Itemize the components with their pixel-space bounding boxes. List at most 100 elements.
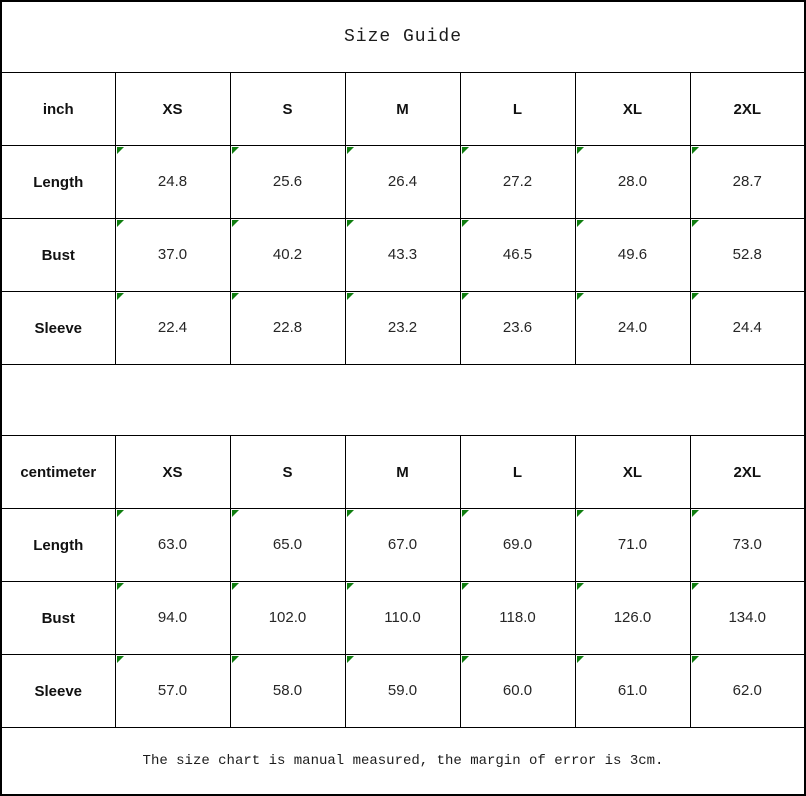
measurement-value: 49.6 — [617, 246, 648, 263]
spacer-row — [0, 364, 806, 436]
measurement-value: 57.0 — [157, 682, 188, 699]
value-cell: 37.0 — [114, 218, 231, 292]
measurement-value: 67.0 — [387, 536, 418, 553]
cell-corner-flag-icon — [576, 293, 584, 300]
cell-corner-flag-icon — [346, 220, 354, 227]
value-cell: 59.0 — [344, 654, 461, 728]
value-cell: 94.0 — [114, 581, 231, 655]
value-cell: 60.0 — [459, 654, 576, 728]
value-cell: 69.0 — [459, 508, 576, 582]
cell-corner-flag-icon — [691, 510, 699, 517]
measurement-label: Bust — [0, 581, 116, 655]
cell-corner-flag-icon — [231, 293, 239, 300]
cell-corner-flag-icon — [116, 583, 124, 590]
cell-corner-flag-icon — [576, 583, 584, 590]
value-cell: 22.8 — [229, 291, 346, 365]
value-cell: 23.2 — [344, 291, 461, 365]
measurement-value: 71.0 — [617, 536, 648, 553]
page-title: Size Guide — [0, 0, 806, 73]
measurement-value: 23.6 — [502, 319, 533, 336]
cell-corner-flag-icon — [116, 510, 124, 517]
size-header-m: M — [344, 435, 461, 509]
value-cell: 65.0 — [229, 508, 346, 582]
cell-corner-flag-icon — [576, 220, 584, 227]
cell-corner-flag-icon — [691, 293, 699, 300]
cell-corner-flag-icon — [346, 583, 354, 590]
inch-sleeve-row: Sleeve 22.4 22.8 23.2 23.6 24.0 24.4 — [0, 291, 806, 365]
measurement-value: 24.4 — [732, 319, 762, 336]
measurement-value: 118.0 — [499, 609, 536, 626]
size-header-s: S — [229, 72, 346, 146]
measurement-value: 26.4 — [387, 173, 418, 190]
measurement-value: 65.0 — [272, 536, 303, 553]
measurement-label: Sleeve — [0, 654, 116, 728]
value-cell: 46.5 — [459, 218, 576, 292]
value-cell: 22.4 — [114, 291, 231, 365]
cell-corner-flag-icon — [691, 147, 699, 154]
size-header-xs: XS — [114, 72, 231, 146]
value-cell: 28.7 — [689, 145, 806, 219]
cell-corner-flag-icon — [116, 147, 124, 154]
cell-corner-flag-icon — [461, 147, 469, 154]
measurement-value: 27.2 — [502, 173, 533, 190]
measurement-value: 63.0 — [157, 536, 188, 553]
value-cell: 73.0 — [689, 508, 806, 582]
measurement-value: 62.0 — [732, 682, 762, 699]
cell-corner-flag-icon — [231, 147, 239, 154]
measurement-value: 37.0 — [157, 246, 188, 263]
value-cell: 134.0 — [689, 581, 806, 655]
cell-corner-flag-icon — [691, 583, 699, 590]
value-cell: 26.4 — [344, 145, 461, 219]
size-header-xl: XL — [574, 435, 691, 509]
value-cell: 57.0 — [114, 654, 231, 728]
measurement-value: 94.0 — [157, 609, 188, 626]
cell-corner-flag-icon — [461, 583, 469, 590]
cell-corner-flag-icon — [346, 656, 354, 663]
centimeter-length-row: Length 63.0 65.0 67.0 69.0 71.0 73.0 — [0, 508, 806, 582]
measurement-value: 61.0 — [617, 682, 648, 699]
value-cell: 71.0 — [574, 508, 691, 582]
cell-corner-flag-icon — [576, 147, 584, 154]
cell-corner-flag-icon — [691, 220, 699, 227]
size-header-m: M — [344, 72, 461, 146]
value-cell: 118.0 — [459, 581, 576, 655]
inch-bust-row: Bust 37.0 40.2 43.3 46.5 49.6 52.8 — [0, 218, 806, 292]
cell-corner-flag-icon — [116, 293, 124, 300]
measurement-label: Length — [0, 508, 116, 582]
value-cell: 126.0 — [574, 581, 691, 655]
measurement-value: 24.8 — [157, 173, 188, 190]
cell-corner-flag-icon — [461, 656, 469, 663]
measurement-value: 52.8 — [732, 246, 762, 263]
cell-corner-flag-icon — [346, 293, 354, 300]
measurement-value: 22.8 — [272, 319, 303, 336]
measurement-value: 25.6 — [272, 173, 303, 190]
cell-corner-flag-icon — [231, 510, 239, 517]
centimeter-sleeve-row: Sleeve 57.0 58.0 59.0 60.0 61.0 62.0 — [0, 654, 806, 728]
cell-corner-flag-icon — [576, 510, 584, 517]
value-cell: 43.3 — [344, 218, 461, 292]
title-row: Size Guide — [0, 0, 806, 73]
cell-corner-flag-icon — [231, 656, 239, 663]
value-cell: 110.0 — [344, 581, 461, 655]
measurement-value: 73.0 — [732, 536, 762, 553]
measurement-label: Length — [0, 145, 116, 219]
footer-row: The size chart is manual measured, the m… — [0, 727, 806, 796]
value-cell: 58.0 — [229, 654, 346, 728]
measurement-value: 126.0 — [613, 609, 652, 626]
value-cell: 40.2 — [229, 218, 346, 292]
value-cell: 27.2 — [459, 145, 576, 219]
inch-header-row: inch XS S M L XL 2XL — [0, 72, 806, 146]
measurement-label: Bust — [0, 218, 116, 292]
cell-corner-flag-icon — [116, 220, 124, 227]
measurement-value: 46.5 — [502, 246, 533, 263]
measurement-value: 28.7 — [732, 173, 762, 190]
value-cell: 23.6 — [459, 291, 576, 365]
size-header-l: L — [459, 435, 576, 509]
value-cell: 24.0 — [574, 291, 691, 365]
cell-corner-flag-icon — [231, 220, 239, 227]
measurement-value: 28.0 — [617, 173, 648, 190]
value-cell: 25.6 — [229, 145, 346, 219]
cell-corner-flag-icon — [461, 293, 469, 300]
